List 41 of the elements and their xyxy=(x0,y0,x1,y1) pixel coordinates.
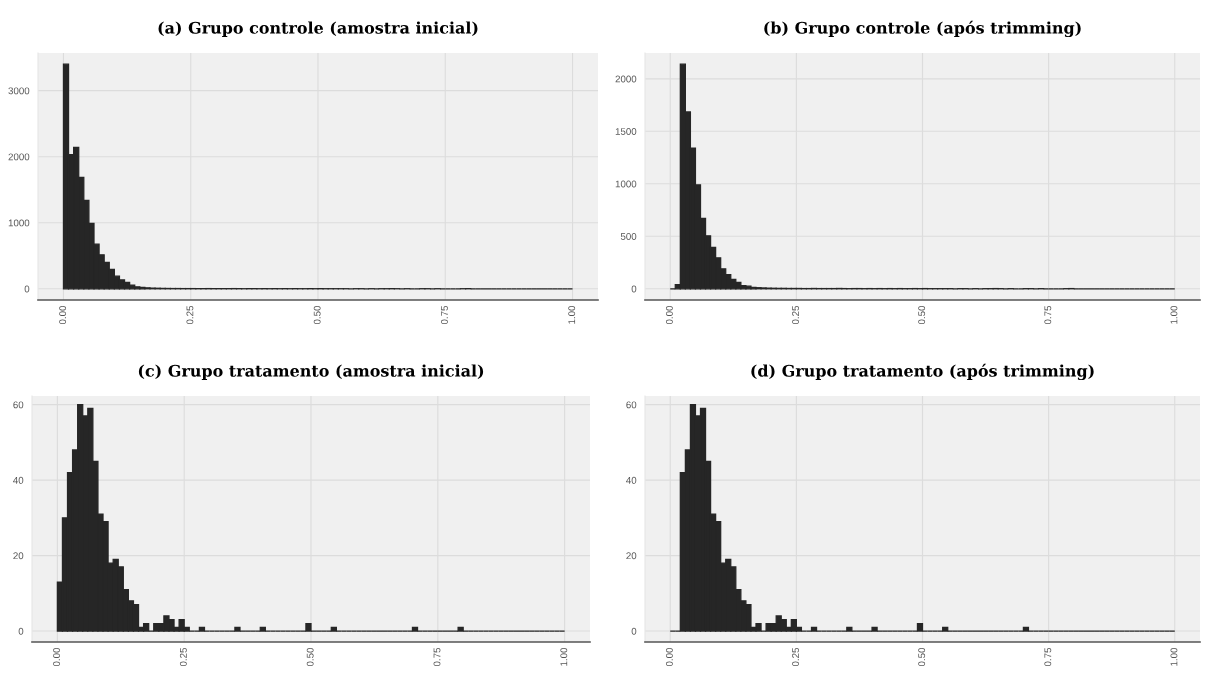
y-tick-label: 500 xyxy=(620,233,637,240)
x-tick-label: 0.00 xyxy=(53,647,60,667)
y-tick-label: 20 xyxy=(13,552,24,560)
x-tick-label: 0.75 xyxy=(441,305,448,325)
x-tick-label: 0.25 xyxy=(792,647,799,667)
x-tick-label: 1.00 xyxy=(568,305,576,324)
y-tick-label: 0 xyxy=(631,627,637,635)
y-tick-label: 0 xyxy=(24,285,30,293)
y-tick-label: 0 xyxy=(18,627,24,635)
y-tick-label: 2000 xyxy=(8,153,30,161)
x-tick-label: 0.75 xyxy=(1044,305,1052,325)
y-tick-label: 20 xyxy=(626,552,637,560)
y-tick-label: 1500 xyxy=(615,128,637,135)
x-tick-label: 0.50 xyxy=(306,647,314,667)
x-tick-label: 0.25 xyxy=(186,305,194,325)
y-tick-label: 1000 xyxy=(615,180,637,188)
x-tick-label: 0.75 xyxy=(1044,647,1052,667)
y-tick-label: 40 xyxy=(13,476,24,484)
x-tick-label: 0.50 xyxy=(918,647,926,667)
chart-title: (d) Grupo tratamento (após trimming) xyxy=(751,363,1094,381)
x-tick-label: 1.00 xyxy=(1170,647,1178,666)
x-tick-label: 0.75 xyxy=(433,647,441,667)
chart-title: (c) Grupo tratamento (amostra inicial) xyxy=(138,364,484,380)
y-tick-label: 60 xyxy=(13,401,24,409)
y-tick-label: 1000 xyxy=(8,219,30,227)
chart-title: (b) Grupo controle (após trimming) xyxy=(764,20,1081,38)
x-tick-label: 1.00 xyxy=(560,647,568,666)
chart-title: (a) Grupo controle (amostra inicial) xyxy=(158,21,478,37)
x-tick-label: 0.50 xyxy=(313,305,321,325)
x-tick-label: 0.25 xyxy=(179,647,187,667)
x-tick-label: 1.00 xyxy=(1170,305,1178,324)
x-tick-label: 0.00 xyxy=(665,305,673,325)
y-tick-label: 2000 xyxy=(615,75,637,83)
x-tick-label: 0.50 xyxy=(918,305,926,325)
y-tick-label: 40 xyxy=(626,476,637,484)
y-tick-label: 0 xyxy=(631,285,637,293)
y-tick-label: 3000 xyxy=(8,87,30,95)
x-tick-label: 0.25 xyxy=(792,305,799,325)
y-tick-label: 60 xyxy=(626,401,637,409)
x-tick-label: 0.00 xyxy=(59,305,67,325)
x-tick-label: 0.00 xyxy=(665,647,673,667)
